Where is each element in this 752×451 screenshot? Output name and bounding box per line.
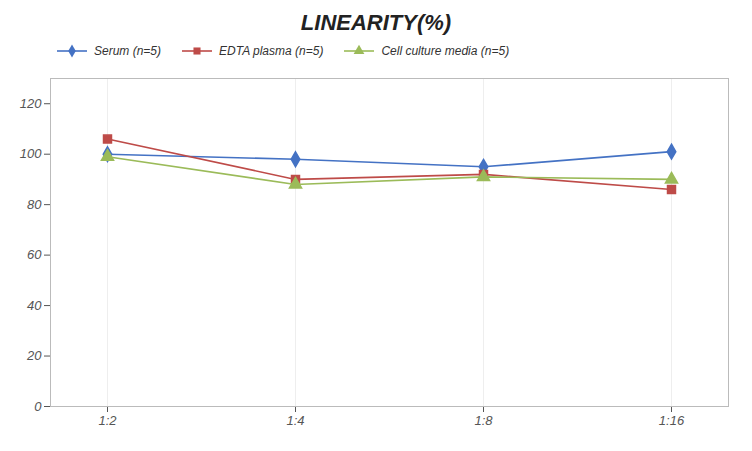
svg-text:60: 60 [27,247,42,262]
html-text:Serum (n=5): Serum (n=5) [94,44,161,58]
svg-text:0: 0 [34,399,42,414]
svg-text:1:2: 1:2 [98,413,117,428]
html-text:Cell culture media (n=5): Cell culture media (n=5) [381,44,510,58]
svg-text:1:8: 1:8 [474,413,493,428]
svg-text:120: 120 [20,96,42,111]
svg-text:100: 100 [20,146,42,161]
svg-text:1:16: 1:16 [659,413,685,428]
svg-text:80: 80 [27,197,42,212]
html-text:LINEARITY(%): LINEARITY(%) [300,10,452,35]
svg-text:40: 40 [27,298,42,313]
svg-text:1:4: 1:4 [286,413,304,428]
html-text:EDTA plasma (n=5): EDTA plasma (n=5) [219,44,324,58]
svg-text:20: 20 [26,348,42,363]
